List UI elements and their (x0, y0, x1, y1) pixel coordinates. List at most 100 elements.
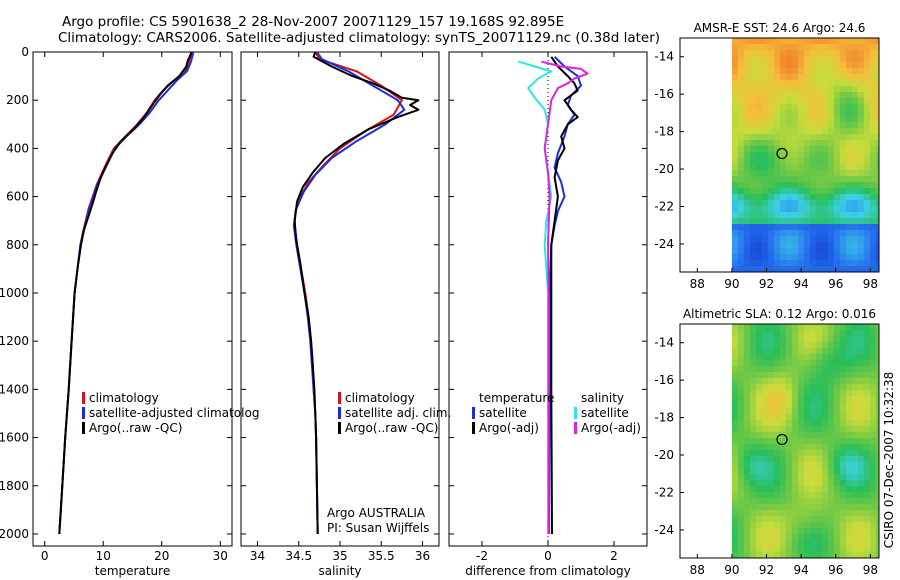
sla-map-cell (809, 450, 817, 457)
sst-map-cell (761, 242, 769, 249)
sla-map-cell (827, 330, 835, 337)
sst-map-cell (749, 224, 757, 231)
sst-map-cell (875, 230, 879, 237)
sst-map-cell (755, 80, 763, 87)
sla-map-cell (767, 420, 775, 427)
sst-map-cell (863, 104, 871, 111)
sla-map-cell (791, 432, 799, 439)
sst-map-cell (839, 50, 847, 57)
sla-map-cell (761, 408, 769, 415)
sst-map-ytick-label: -18 (654, 125, 674, 139)
sla-map-cell (803, 438, 811, 445)
sst-map-cell (863, 80, 871, 87)
sla-map-cell (761, 336, 769, 343)
sst-map-cell (827, 134, 835, 141)
sst-map-cell (791, 86, 799, 93)
sla-map-cell (863, 402, 871, 409)
sla-map-cell (731, 384, 739, 391)
sla-map-cell (851, 510, 859, 517)
sst-map-cell (809, 230, 817, 237)
sla-map-cell (773, 366, 781, 373)
sst-map-cell (797, 158, 805, 165)
sla-map-cell (749, 480, 757, 487)
sst-map-cell (821, 104, 829, 111)
sst-map-cell (851, 62, 859, 69)
sst-map-cell (869, 248, 877, 255)
sst-map-cell (773, 194, 781, 201)
sla-map-cell (857, 540, 865, 547)
sst-map-cell (749, 242, 757, 249)
sla-map-cell (845, 522, 853, 529)
sla-map-cell (857, 486, 865, 493)
sst-map-cell (833, 194, 841, 201)
sla-map-cell (851, 414, 859, 421)
sst-map-cell (827, 206, 835, 213)
sst-map-cell (857, 98, 865, 105)
sst-map-cell (797, 212, 805, 219)
sla-map-cell (827, 468, 835, 475)
sst-map-cell (857, 110, 865, 117)
sst-map-cell (755, 200, 763, 207)
sst-map-cell (743, 134, 751, 141)
sst-map-cell (767, 158, 775, 165)
sst-map-cell (779, 134, 787, 141)
sst-map-cell (845, 68, 853, 75)
sla-map-cell (821, 360, 829, 367)
sst-map-cell (731, 74, 739, 81)
sla-map-cell (773, 396, 781, 403)
sst-map-cell (755, 194, 763, 201)
sla-map-cell (779, 342, 787, 349)
temperature-xlabel: temperature (95, 564, 170, 578)
sst-map-cell (833, 176, 841, 183)
sla-map-cell (785, 336, 793, 343)
sla-map-cell (755, 510, 763, 517)
sla-map-cell (827, 408, 835, 415)
sla-map-cell (869, 438, 877, 445)
sla-map-cell (827, 492, 835, 499)
sla-map-cell (857, 354, 865, 361)
sla-map-cell (779, 402, 787, 409)
sst-map-cell (761, 158, 769, 165)
sst-map-cell (767, 140, 775, 147)
sla-map-cell (809, 336, 817, 343)
sla-map-cell (743, 480, 751, 487)
sla-map-cell (779, 372, 787, 379)
sla-map-cell (731, 534, 739, 541)
sst-map-cell (851, 200, 859, 207)
sla-map-cell (845, 336, 853, 343)
sst-map-cell (809, 38, 817, 45)
sst-map-cell (749, 188, 757, 195)
sla-map-cell (737, 420, 745, 427)
sst-map-cell (815, 146, 823, 153)
sla-map-cell (875, 336, 879, 343)
sla-map-cell (803, 504, 811, 511)
sla-map-cell (845, 468, 853, 475)
sst-map-cell (791, 248, 799, 255)
sla-map-cell (839, 348, 847, 355)
sla-map-cell (731, 402, 739, 409)
sla-map-cell (875, 342, 879, 349)
sla-map-cell (845, 342, 853, 349)
sst-map-cell (737, 266, 745, 272)
sst-map-cell (731, 236, 739, 243)
sst-map-cell (839, 200, 847, 207)
sst-map-cell (815, 206, 823, 213)
sla-map-cell (755, 546, 763, 553)
sla-map-cell (803, 360, 811, 367)
sla-map-cell (821, 408, 829, 415)
sla-map-cell (875, 366, 879, 373)
sst-map-cell (761, 230, 769, 237)
sst-map-cell (773, 104, 781, 111)
sst-map-cell (839, 134, 847, 141)
sst-map-cell (869, 176, 877, 183)
sla-map-cell (767, 546, 775, 553)
sla-map-cell (791, 504, 799, 511)
sst-map-cell (779, 50, 787, 57)
sst-map-cell (791, 80, 799, 87)
sla-map-cell (827, 510, 835, 517)
sst-map-cell (743, 170, 751, 177)
sla-map-cell (779, 468, 787, 475)
sst-map-cell (797, 236, 805, 243)
sst-map-cell (827, 104, 835, 111)
sla-map-cell (845, 390, 853, 397)
